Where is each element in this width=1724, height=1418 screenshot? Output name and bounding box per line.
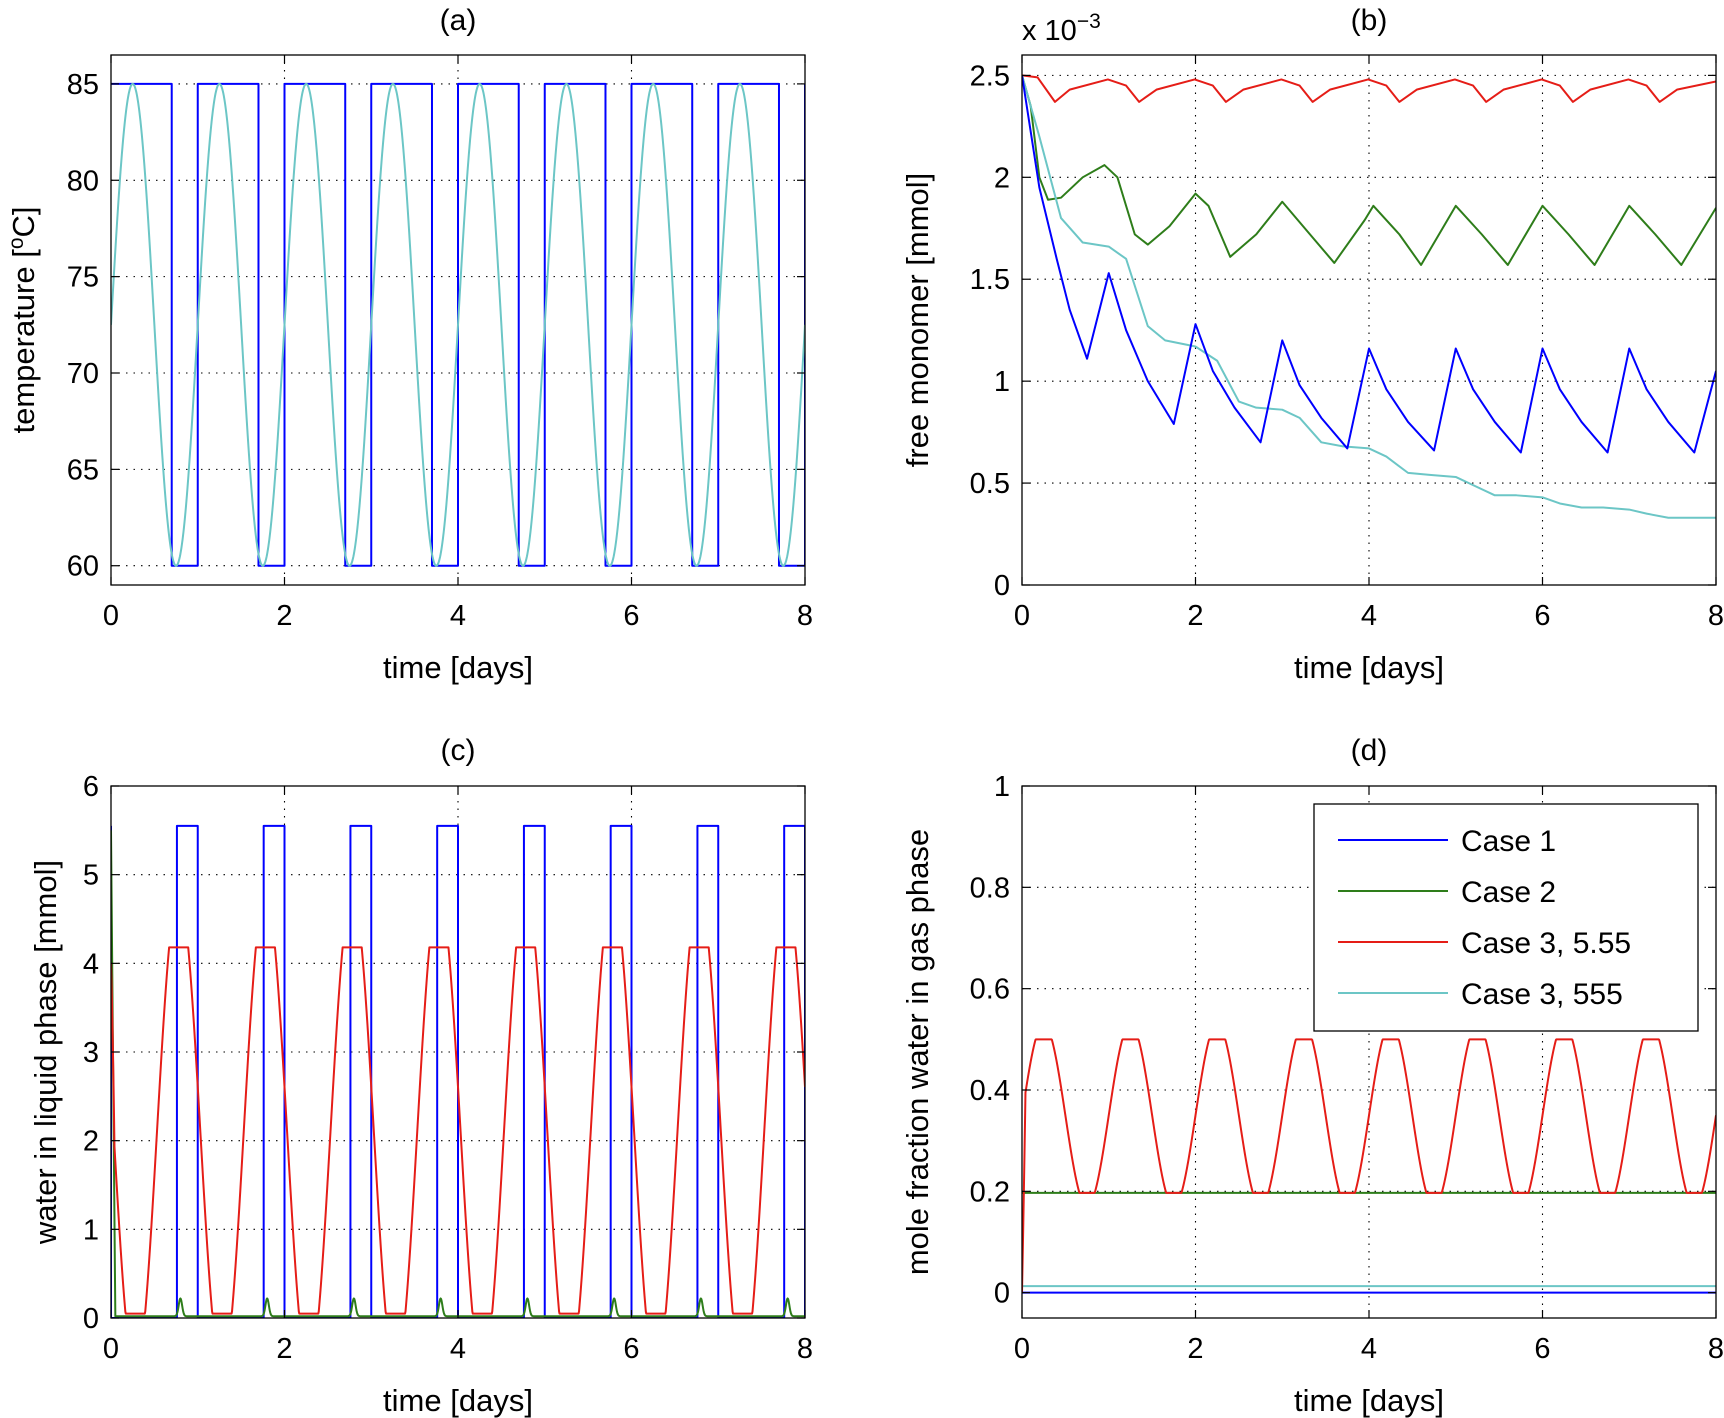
legend: Case 1 Case 2 Case 3, 5.55 Case 3, 555	[1313, 803, 1699, 1032]
panel-a-xtick-label: 6	[623, 600, 639, 632]
panel-b-ytick-label: 1	[994, 366, 1010, 398]
legend-label-case3-555: Case 3, 5.55	[1461, 927, 1631, 960]
panel-c-ytick-label: 2	[83, 1126, 99, 1158]
panel-b-multiplier-base: x 10	[1022, 15, 1077, 47]
panel-a-xlabel: time [days]	[383, 650, 533, 685]
panel-c-xlabel: time [days]	[383, 1383, 533, 1418]
panel-b-xtick-label: 0	[1014, 600, 1030, 632]
panel-d: (d) 0 2 4 6 8 0 0.2 0.4 0.6 0.8 1 time [days] mole…	[900, 734, 1724, 1418]
panel-b-xtick-label: 6	[1534, 600, 1550, 632]
panel-c-xtick-label: 2	[276, 1333, 292, 1365]
panel-c-xtick-label: 0	[103, 1333, 119, 1365]
panel-c-xtick-label: 6	[623, 1333, 639, 1365]
panel-a: (a) 0 2 4 6 8 60 65 70 75 80 85 time [days] temper…	[5, 4, 813, 685]
panel-a-ticks: 0 2 4 6 8 60 65 70 75 80 85	[67, 55, 813, 632]
panel-d-ytick-label: 0	[994, 1278, 1010, 1310]
panel-d-xtick-label: 4	[1361, 1333, 1377, 1365]
panel-b-ytick-label: 1.5	[970, 264, 1010, 296]
panel-d-xtick-label: 2	[1187, 1333, 1203, 1365]
panel-d-ytick-label: 0.6	[970, 974, 1010, 1006]
panel-a-ylabel-sup: o	[5, 237, 28, 249]
panel-c-ticks: 0 2 4 6 8 0 1 2 3 4 5 6	[83, 771, 813, 1365]
panel-d-title: (d)	[1351, 734, 1388, 767]
panel-a-series-case-3-555	[111, 82, 805, 567]
panel-a-series-case-1	[111, 82, 805, 567]
panel-d-ylabel: mole fraction water in gas phase	[900, 829, 935, 1275]
panel-c-xtick-label: 4	[450, 1333, 466, 1365]
panel-a-series	[111, 82, 805, 567]
panel-c: (c) 0 2 4 6 8 0 1 2 3 4 5 6 time [days] water in li…	[28, 734, 813, 1418]
panel-c-ytick-label: 4	[83, 948, 99, 980]
panel-c-series	[111, 824, 805, 1318]
panel-d-xtick-label: 6	[1534, 1333, 1550, 1365]
panel-c-ytick-label: 5	[83, 860, 99, 892]
panel-b-xtick-label: 2	[1187, 600, 1203, 632]
panel-d-xlabel: time [days]	[1294, 1383, 1444, 1418]
panel-c-series-case-3-5-55	[111, 946, 805, 1315]
panel-d-xtick-label: 8	[1708, 1333, 1724, 1365]
panel-b-series-case-1	[1022, 75, 1716, 454]
panel-b-series-case-3-555	[1022, 75, 1716, 519]
panel-c-xtick-label: 8	[797, 1333, 813, 1365]
panel-c-ytick-label: 1	[83, 1214, 99, 1246]
panel-a-xtick-label: 4	[450, 600, 466, 632]
panel-b-ytick-label: 2	[994, 162, 1010, 194]
panel-a-ytick-label: 65	[67, 454, 99, 486]
panel-b-ytick-label: 0	[994, 570, 1010, 602]
panel-b-ytick-label: 0.5	[970, 468, 1010, 500]
panel-d-ticks: 0 2 4 6 8 0 0.2 0.4 0.6 0.8 1	[970, 771, 1724, 1365]
panel-b-xtick-label: 8	[1708, 600, 1724, 632]
panel-c-title: (c)	[441, 734, 476, 767]
panel-c-ytick-label: 6	[83, 771, 99, 803]
legend-label-case2: Case 2	[1461, 876, 1556, 909]
panel-b-title: (b)	[1351, 4, 1388, 37]
panel-d-ytick-label: 0.4	[970, 1075, 1010, 1107]
panel-b-xtick-label: 4	[1361, 600, 1377, 632]
panel-b-multiplier: x 10−3	[1022, 10, 1101, 47]
panel-d-ytick-label: 0.8	[970, 872, 1010, 904]
panel-b-ylabel: free monomer [mmol]	[900, 173, 935, 468]
panel-d-series-case-3-5-55	[1022, 1038, 1716, 1293]
legend-label-case1: Case 1	[1461, 825, 1556, 858]
panel-d-xtick-label: 0	[1014, 1333, 1030, 1365]
panel-d-series	[1022, 1038, 1716, 1294]
panel-b-ticks: 0 2 4 6 8 0 0.5 1 1.5 2 2.5	[970, 55, 1724, 632]
panel-b-xlabel: time [days]	[1294, 650, 1444, 685]
panel-b-series-case-3-5-55	[1022, 74, 1716, 103]
panel-a-ylabel-end: C]	[6, 206, 41, 237]
legend-label-case3-555-cyan: Case 3, 555	[1461, 978, 1623, 1011]
panel-a-ytick-label: 75	[67, 262, 99, 294]
panel-c-ytick-label: 0	[83, 1303, 99, 1335]
panel-a-xtick-label: 2	[276, 600, 292, 632]
panel-a-ytick-label: 70	[67, 358, 99, 390]
panel-d-ytick-label: 1	[994, 771, 1010, 803]
panel-b-multiplier-exp: −3	[1077, 10, 1101, 33]
panel-a-title: (a)	[440, 4, 477, 37]
panel-b-series	[1022, 74, 1716, 519]
panel-a-ytick-label: 85	[67, 69, 99, 101]
panel-b-ytick-label: 2.5	[970, 60, 1010, 92]
panel-a-xtick-label: 0	[103, 600, 119, 632]
panel-a-ytick-label: 80	[67, 165, 99, 197]
panel-a-ytick-label: 60	[67, 551, 99, 583]
panel-b-grid	[1022, 55, 1716, 585]
panel-b: (b) 0 2 4 6 8 0 0.5 1 1.5 2 2.5 time [days] free m…	[900, 4, 1724, 685]
panel-a-ylabel: temperature [oC]	[5, 206, 41, 433]
panel-d-ytick-label: 0.2	[970, 1176, 1010, 1208]
panel-a-xtick-label: 8	[797, 600, 813, 632]
panel-a-ylabel-main: temperature [	[6, 249, 41, 434]
panel-c-ylabel: water in liquid phase [mmol]	[28, 860, 63, 1245]
panel-c-ytick-label: 3	[83, 1037, 99, 1069]
panel-b-series-case-2	[1022, 75, 1716, 266]
